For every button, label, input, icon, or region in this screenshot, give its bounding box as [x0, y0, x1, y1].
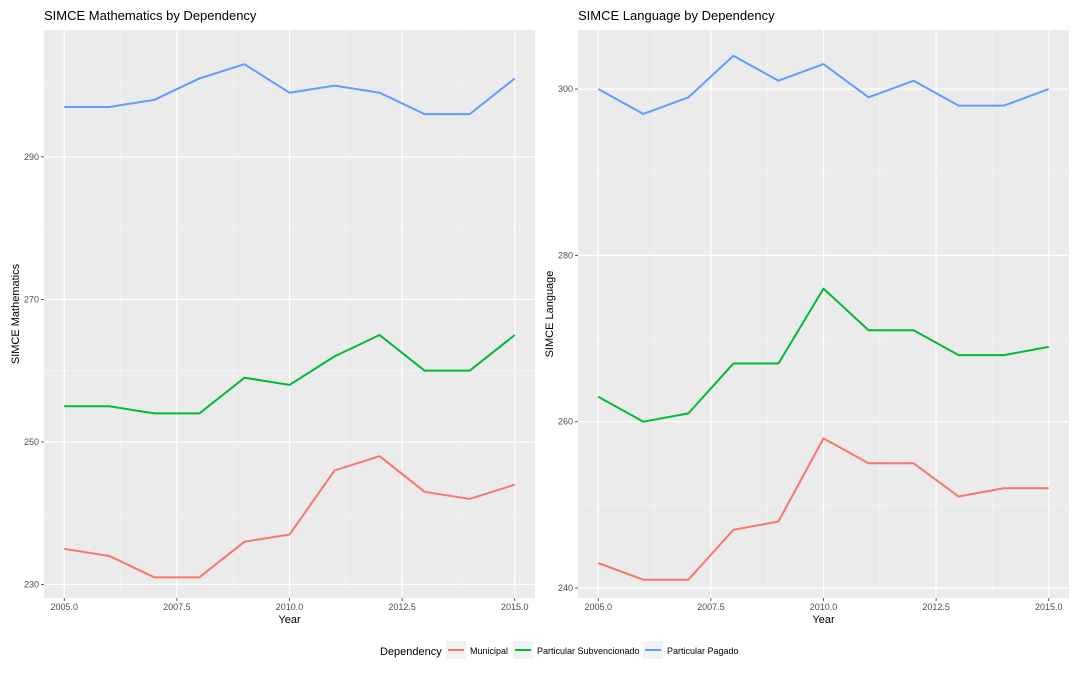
- y-axis-label: SIMCE Language: [544, 271, 556, 358]
- x-tick-label: 2012.5: [388, 602, 416, 612]
- x-tick-label: 2015.0: [501, 602, 529, 612]
- x-tick-label: 2005.0: [585, 602, 613, 612]
- chart-panel-2: 2005.0 2007.5 2010.0 2012.5 2015.0 240 260 280 3…: [544, 8, 1069, 626]
- chart-title: SIMCE Mathematics by Dependency: [44, 8, 257, 23]
- y-tick-label: 270: [24, 294, 39, 304]
- y-tick-label: 300: [558, 84, 573, 94]
- x-tick-label: 2005.0: [51, 602, 79, 612]
- series-line-municipal: [64, 455, 516, 579]
- x-tick-label: 2010.0: [276, 602, 304, 612]
- x-tick-label: 2012.5: [922, 602, 950, 612]
- series-line-municipal: [597, 437, 1049, 581]
- y-tick-label: 280: [558, 250, 573, 260]
- y-tick-label: 250: [24, 437, 39, 447]
- legend-label-particular-pagado: Particular Pagado: [667, 646, 739, 656]
- x-tick-label: 2007.5: [163, 602, 191, 612]
- legend-label-particular-subvencionado: Particular Subvencionado: [537, 646, 640, 656]
- y-tick-label: 240: [558, 583, 573, 593]
- legend-title: Dependency: [380, 646, 442, 658]
- x-tick-label: 2010.0: [810, 602, 838, 612]
- series-line-particular-subvencionado: [64, 334, 516, 415]
- y-axis-label: SIMCE Mathematics: [10, 263, 22, 364]
- x-axis-label: Year: [278, 614, 301, 626]
- y-tick-label: 290: [24, 152, 39, 162]
- chart-panel-1: 2005.0 2007.5 2010.0 2012.5 2015.0 230 250 270 2…: [10, 8, 535, 626]
- y-tick-label: 260: [558, 417, 573, 427]
- x-axis-label: Year: [812, 614, 835, 626]
- series-line-particular-pagado: [64, 63, 516, 116]
- x-tick-label: 2015.0: [1035, 602, 1063, 612]
- y-tick-label: 230: [24, 579, 39, 589]
- legend: Dependency Municipal Particular Subvencion…: [380, 641, 739, 659]
- series-line-particular-pagado: [597, 54, 1050, 115]
- series-line-particular-subvencionado: [597, 287, 1049, 423]
- chart-title: SIMCE Language by Dependency: [578, 8, 775, 23]
- x-tick-label: 2007.5: [697, 602, 725, 612]
- legend-label-municipal: Municipal: [470, 646, 508, 656]
